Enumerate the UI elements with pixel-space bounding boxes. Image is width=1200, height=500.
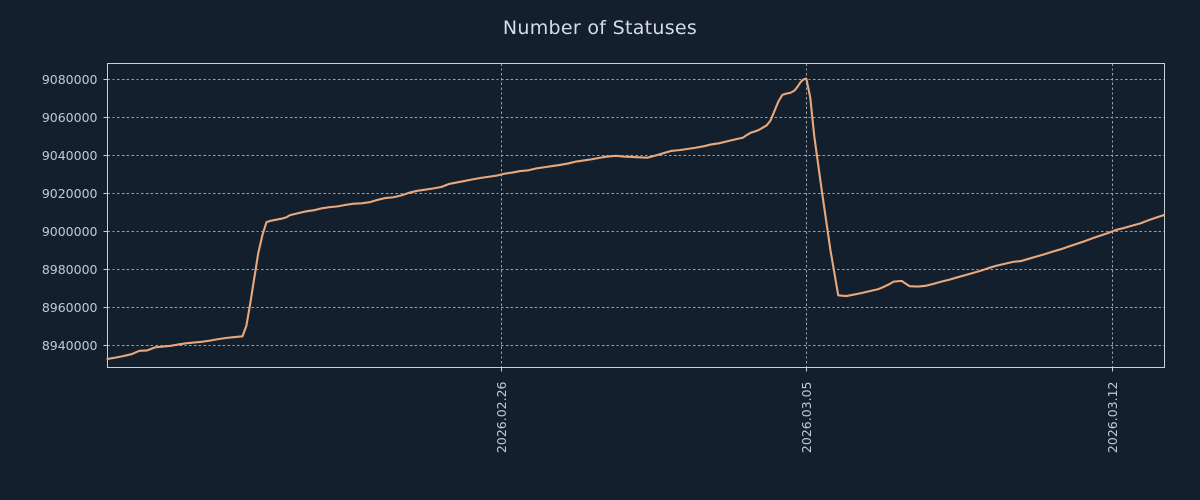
y-tick-label: 9040000 <box>42 148 98 163</box>
x-tick-label: 2026.03.05 <box>799 382 814 454</box>
y-tick-label: 9080000 <box>42 72 98 87</box>
x-tick-marks <box>500 367 1114 372</box>
y-tick-label: 8960000 <box>42 300 98 315</box>
x-axis-tick-labels: 2026.02.26 2026.03.05 2026.03.12 <box>494 381 1120 453</box>
y-axis-tick-labels: 8940000 8960000 8980000 9000000 9020000 90400… <box>42 72 98 353</box>
data-series-group <box>106 77 1165 360</box>
series-line <box>106 77 1165 360</box>
y-tick-marks <box>103 78 108 347</box>
y-tick-label: 8940000 <box>42 338 98 353</box>
horizontal-gridlines <box>107 79 1165 346</box>
chart-title: Number of Statuses <box>502 17 698 39</box>
y-tick-label: 9060000 <box>42 110 98 125</box>
y-tick-label: 9000000 <box>42 224 98 239</box>
vertical-gridlines <box>501 63 1113 368</box>
y-tick-label: 9020000 <box>42 186 98 201</box>
x-tick-label: 2026.03.12 <box>1105 382 1120 454</box>
plot-frame <box>106 62 1166 369</box>
y-tick-label: 8980000 <box>42 262 98 277</box>
x-tick-label: 2026.02.26 <box>494 381 509 453</box>
